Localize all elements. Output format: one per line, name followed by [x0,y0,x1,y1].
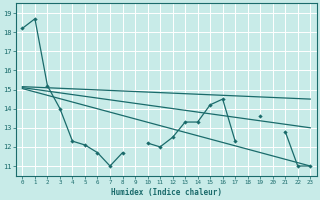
X-axis label: Humidex (Indice chaleur): Humidex (Indice chaleur) [111,188,222,197]
